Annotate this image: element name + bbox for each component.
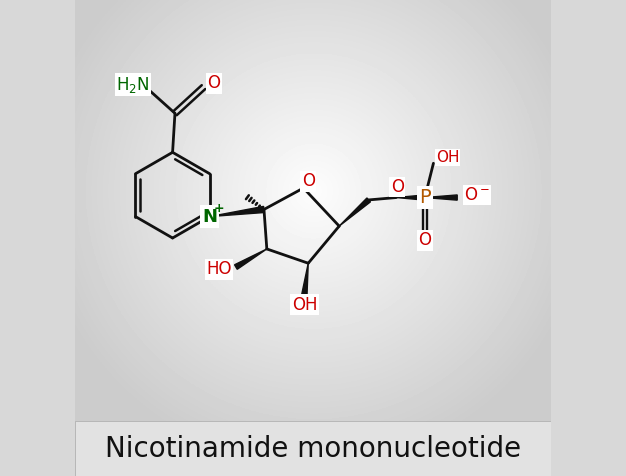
Polygon shape	[210, 207, 264, 217]
Text: $\mathregular{H_2N}$: $\mathregular{H_2N}$	[116, 75, 150, 95]
Text: O: O	[302, 172, 315, 190]
Text: +: +	[214, 201, 225, 215]
Text: $\mathregular{O^-}$: $\mathregular{O^-}$	[464, 186, 490, 204]
Text: HO: HO	[207, 260, 232, 278]
Polygon shape	[396, 195, 425, 200]
Text: O: O	[418, 231, 431, 249]
Text: N: N	[202, 208, 217, 226]
Text: Nicotinamide mononucleotide: Nicotinamide mononucleotide	[105, 435, 521, 463]
Text: O: O	[207, 74, 220, 92]
Polygon shape	[302, 263, 308, 295]
Text: OH: OH	[436, 150, 459, 165]
Text: P: P	[419, 188, 431, 207]
Text: O: O	[391, 178, 404, 196]
Polygon shape	[235, 249, 267, 269]
Text: OH: OH	[292, 296, 317, 314]
Polygon shape	[425, 195, 457, 200]
Polygon shape	[339, 198, 371, 226]
Bar	[75, 421, 551, 476]
